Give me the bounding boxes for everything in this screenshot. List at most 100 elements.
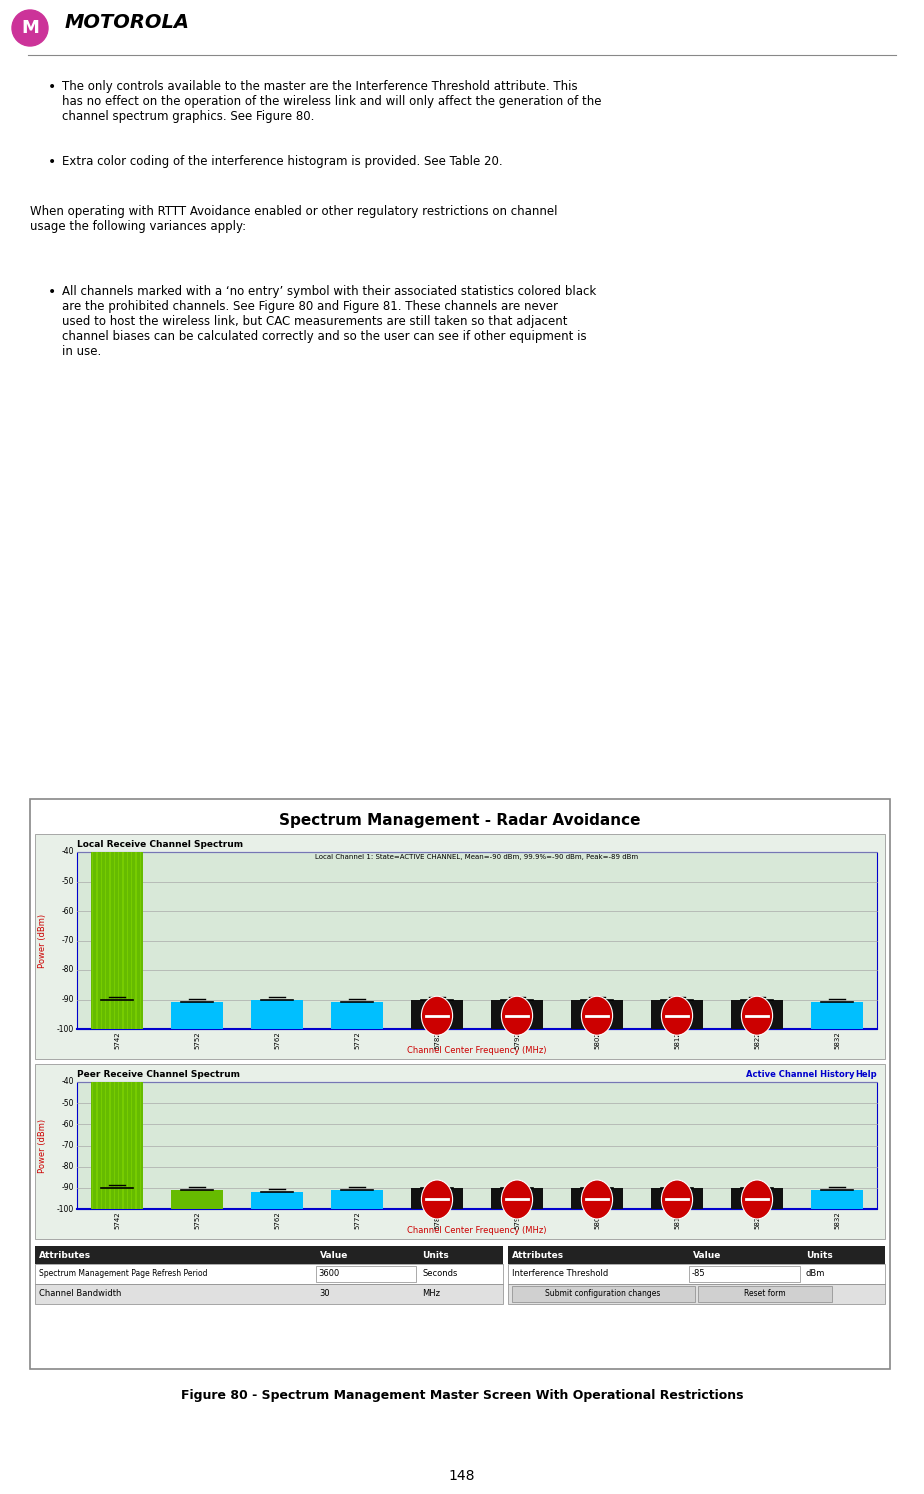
Text: Figure 80 - Spectrum Management Master Screen With Operational Restrictions: Figure 80 - Spectrum Management Master S… <box>181 1389 743 1401</box>
Bar <box>507 1246 885 1264</box>
Text: 5742: 5742 <box>114 1212 120 1228</box>
Text: 5762: 5762 <box>274 1212 280 1228</box>
Text: Channel Center Frequency (MHz): Channel Center Frequency (MHz) <box>407 1227 547 1236</box>
Text: 5812: 5812 <box>674 1212 680 1228</box>
Text: •: • <box>48 81 56 94</box>
Text: 5812: 5812 <box>674 1031 680 1049</box>
Text: Attributes: Attributes <box>512 1250 564 1259</box>
Bar <box>411 999 463 1029</box>
Bar <box>91 852 143 1029</box>
Text: 5822: 5822 <box>754 1031 760 1049</box>
Ellipse shape <box>741 996 772 1035</box>
Text: All channels marked with a ‘no entry’ symbol with their associated statistics co: All channels marked with a ‘no entry’ sy… <box>62 285 596 359</box>
Text: -80: -80 <box>62 1162 74 1171</box>
Text: 5802: 5802 <box>594 1212 600 1228</box>
Bar <box>105 852 106 1029</box>
Text: MOTOROLA: MOTOROLA <box>65 12 190 31</box>
Text: Units: Units <box>806 1250 833 1259</box>
Text: Reset form: Reset form <box>744 1289 785 1298</box>
Text: -40: -40 <box>62 1077 74 1086</box>
Bar <box>105 1082 106 1209</box>
Bar <box>91 1082 143 1209</box>
Text: Local Channel 1: State=ACTIVE CHANNEL, Mean=-90 dBm, 99.9%=-90 dBm, Peak=-89 dBm: Local Channel 1: State=ACTIVE CHANNEL, M… <box>315 855 638 861</box>
Ellipse shape <box>662 996 693 1035</box>
Bar <box>118 1082 119 1209</box>
Text: 5792: 5792 <box>514 1212 520 1228</box>
Bar <box>77 852 877 1029</box>
Bar <box>122 1082 124 1209</box>
Bar <box>131 1082 132 1209</box>
Text: Units: Units <box>422 1250 449 1259</box>
Text: 30: 30 <box>320 1289 330 1298</box>
Bar <box>140 1082 141 1209</box>
Bar <box>731 1188 783 1209</box>
Ellipse shape <box>502 1180 532 1219</box>
Bar <box>77 1082 877 1209</box>
Bar <box>127 852 128 1029</box>
Bar <box>571 1188 623 1209</box>
Text: -90: -90 <box>62 1183 74 1192</box>
Text: -70: -70 <box>62 937 74 946</box>
Text: Power (dBm): Power (dBm) <box>39 1119 47 1173</box>
Text: 5742: 5742 <box>114 1031 120 1049</box>
Text: -60: -60 <box>62 907 74 916</box>
Circle shape <box>12 10 48 46</box>
Bar <box>101 852 102 1029</box>
Text: Seconds: Seconds <box>422 1270 457 1279</box>
Text: 5822: 5822 <box>754 1212 760 1228</box>
Bar <box>171 1002 223 1029</box>
Text: Value: Value <box>320 1250 347 1259</box>
Bar <box>92 1082 93 1209</box>
Bar <box>35 834 885 1059</box>
Bar <box>136 852 137 1029</box>
Bar <box>411 1188 463 1209</box>
Bar <box>731 999 783 1029</box>
Text: 148: 148 <box>449 1469 475 1484</box>
Text: Help: Help <box>856 1070 877 1079</box>
Text: 5752: 5752 <box>194 1031 200 1049</box>
Bar <box>109 1082 111 1209</box>
Text: Submit configuration changes: Submit configuration changes <box>545 1289 661 1298</box>
Bar <box>688 1265 800 1282</box>
FancyBboxPatch shape <box>512 1286 695 1301</box>
Bar <box>171 1189 223 1209</box>
Bar <box>101 1082 102 1209</box>
Bar <box>651 1188 703 1209</box>
Bar <box>35 1264 503 1283</box>
Bar <box>651 999 703 1029</box>
Bar <box>811 1002 863 1029</box>
Text: -70: -70 <box>62 1141 74 1150</box>
Ellipse shape <box>662 1180 693 1219</box>
Text: Value: Value <box>693 1250 721 1259</box>
Text: Channel Bandwidth: Channel Bandwidth <box>39 1289 121 1298</box>
Text: Active Channel History: Active Channel History <box>747 1070 855 1079</box>
Bar <box>251 999 303 1029</box>
Text: 5832: 5832 <box>834 1031 840 1049</box>
Bar <box>131 852 132 1029</box>
Text: MHz: MHz <box>422 1289 441 1298</box>
Ellipse shape <box>421 996 453 1035</box>
Bar <box>114 852 116 1029</box>
Text: 3600: 3600 <box>319 1270 340 1279</box>
Bar <box>118 852 119 1029</box>
Bar <box>811 1189 863 1209</box>
Text: Peer Receive Channel Spectrum: Peer Receive Channel Spectrum <box>77 1070 240 1079</box>
Bar <box>507 1264 885 1283</box>
Text: -40: -40 <box>62 847 74 856</box>
Bar <box>491 1188 543 1209</box>
Text: When operating with RTTT Avoidance enabled or other regulatory restrictions on c: When operating with RTTT Avoidance enabl… <box>30 205 557 233</box>
Text: 5762: 5762 <box>274 1031 280 1049</box>
Text: -80: -80 <box>62 965 74 974</box>
Bar <box>92 852 93 1029</box>
Text: Attributes: Attributes <box>39 1250 91 1259</box>
Bar <box>127 1082 128 1209</box>
Bar <box>96 852 98 1029</box>
Text: 5792: 5792 <box>514 1031 520 1049</box>
Text: 5782: 5782 <box>434 1212 440 1228</box>
Text: 5832: 5832 <box>834 1212 840 1228</box>
Bar <box>109 852 111 1029</box>
Bar <box>331 1002 383 1029</box>
Text: 5772: 5772 <box>354 1031 360 1049</box>
Text: -90: -90 <box>62 995 74 1004</box>
Text: -60: -60 <box>62 1120 74 1129</box>
